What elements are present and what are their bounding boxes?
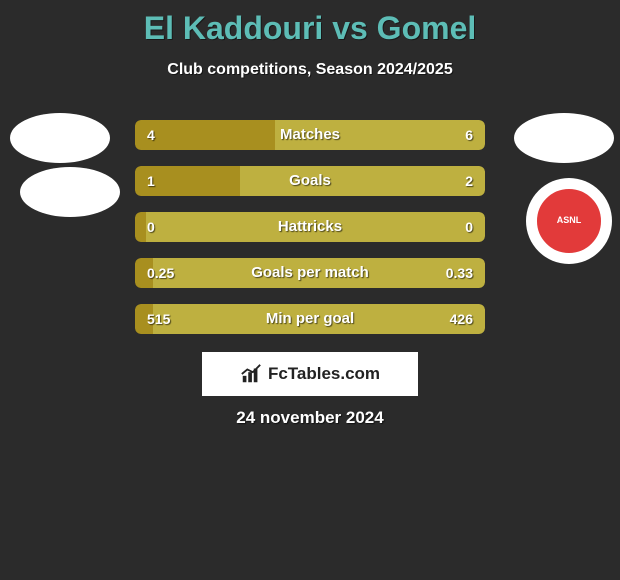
stat-row: Goals per match0.250.33 <box>135 258 485 288</box>
stat-row: Hattricks00 <box>135 212 485 242</box>
stat-row: Matches46 <box>135 120 485 150</box>
team-right-badge-inner: ASNL <box>534 186 604 256</box>
subtitle: Club competitions, Season 2024/2025 <box>0 61 620 79</box>
bar-right-segment <box>275 120 485 150</box>
stat-row: Goals12 <box>135 166 485 196</box>
date-text: 24 november 2024 <box>0 408 620 428</box>
bar-left-segment <box>135 258 153 288</box>
stat-row: Min per goal515426 <box>135 304 485 334</box>
bar-right-segment <box>153 258 486 288</box>
page-title: El Kaddouri vs Gomel <box>0 0 620 47</box>
footer-brand-text: FcTables.com <box>268 364 380 384</box>
bar-left-segment <box>135 304 153 334</box>
bar-left-segment <box>135 166 240 196</box>
bar-right-segment <box>240 166 485 196</box>
footer-brand-box: FcTables.com <box>202 352 418 396</box>
player-left-avatar <box>10 113 110 163</box>
bar-left-segment <box>135 212 146 242</box>
bar-right-segment <box>153 304 486 334</box>
chart-icon <box>240 363 262 385</box>
bar-left-segment <box>135 120 275 150</box>
bar-right-segment <box>146 212 486 242</box>
team-left-avatar <box>20 167 120 217</box>
player-right-avatar <box>514 113 614 163</box>
comparison-bars: Matches46 Goals12 Hattricks00 Goals per mat… <box>135 120 485 350</box>
team-right-badge: ASNL <box>526 178 612 264</box>
